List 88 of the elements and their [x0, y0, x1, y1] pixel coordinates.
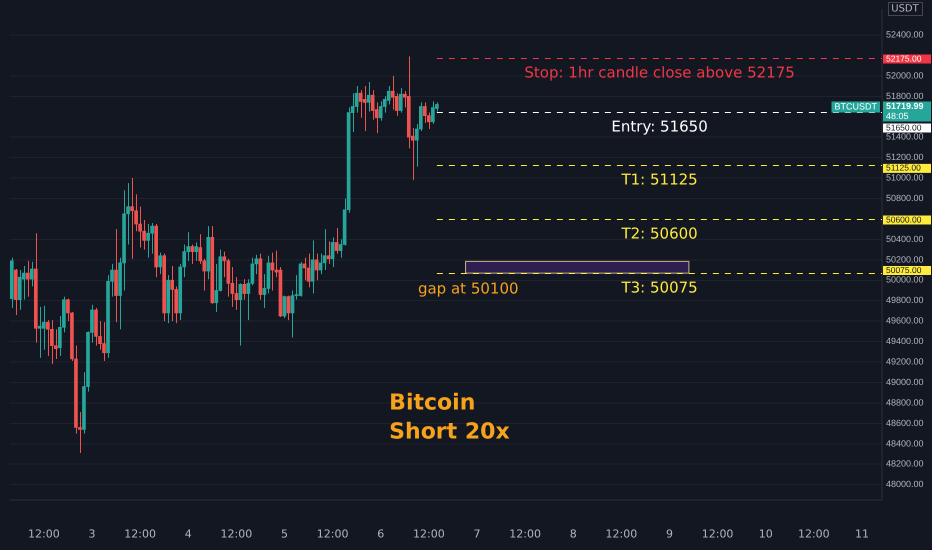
candlestick [370, 90, 375, 120]
x-tick-label: 12:00 [412, 527, 445, 540]
ref-line-label: T1: 51125 [620, 170, 698, 188]
candlestick [318, 253, 322, 275]
text: 52175.00 [886, 53, 922, 64]
y-tick-label: 48200.00 [886, 458, 924, 469]
candlestick [270, 252, 274, 291]
x-tick-label: 12:00 [316, 527, 348, 540]
x-tick-label: 12:00 [509, 527, 541, 540]
y-tick-label: 48600.00 [886, 418, 924, 428]
x-tick-label: 12:00 [798, 527, 830, 540]
y-tick-label: 48000.00 [886, 479, 924, 490]
ref-line-label: T2: 50600 [620, 224, 698, 242]
candlestick [150, 222, 154, 254]
candlestick [50, 320, 54, 365]
candlestick [398, 88, 403, 114]
candlestick [378, 100, 383, 122]
candlestick [146, 224, 150, 258]
x-tick-label: 6 [377, 527, 384, 540]
x-tick-label: 12:00 [124, 527, 156, 540]
candlestick [242, 278, 246, 300]
y-tick-label: 49600.00 [886, 316, 924, 326]
candlestick [431, 100, 435, 124]
y-tick-label: 52400.00 [886, 29, 924, 40]
candlestick [282, 295, 286, 319]
candlestick [314, 253, 318, 281]
candlestick [158, 252, 162, 275]
candlestick [358, 90, 362, 118]
candlestick [306, 253, 310, 288]
y-tick-label: 49800.00 [886, 295, 924, 306]
ref-line-label: Stop: 1hr candle close above 52175 [524, 63, 795, 82]
y-tick-label: 49200.00 [886, 356, 924, 367]
y-tick-label: 49000.00 [886, 376, 924, 387]
x-tick-label: 11 [854, 527, 869, 540]
text: 51719.99 [886, 100, 924, 111]
candlestick [423, 102, 427, 124]
candlestick [194, 242, 198, 262]
annotation: Bitcoin Short 20x [389, 390, 510, 445]
candlestick [102, 322, 106, 362]
y-tick-label: 51200.00 [886, 152, 924, 162]
y-tick-label: 51400.00 [886, 132, 924, 142]
y-tick-label: 52000.00 [886, 70, 924, 80]
y-tick-label: 50000.00 [886, 274, 924, 285]
text: 50600.00 [886, 214, 922, 224]
candlestick [286, 295, 290, 321]
candlestick [190, 244, 194, 264]
band-label: gap at 50100 [418, 279, 519, 298]
text: 50075.00 [886, 264, 922, 275]
y-axis-title: USDT [891, 4, 920, 15]
candlestick [18, 270, 22, 310]
y-tick-label: 50200.00 [886, 254, 924, 264]
x-tick-label: 9 [666, 527, 673, 540]
x-tick-label: 12:00 [605, 527, 638, 540]
candlestick [334, 228, 338, 254]
x-tick-label: 8 [570, 527, 577, 540]
y-tick-label: 49400.00 [886, 336, 924, 346]
y-tick-label: 50400.00 [886, 234, 924, 244]
y-tick-label: 51000.00 [886, 172, 924, 183]
x-tick-label: 7 [473, 527, 480, 540]
ref-line-label: T3: 50075 [620, 278, 698, 296]
x-tick-label: 12:00 [220, 527, 252, 540]
x-tick-label: 3 [88, 527, 96, 540]
candlestick [310, 240, 314, 294]
y-tick-label: 48800.00 [886, 397, 924, 408]
candlestick [26, 260, 30, 298]
candlestick [238, 282, 242, 346]
candlestick [390, 75, 395, 110]
y-tick-label: 50800.00 [886, 192, 924, 203]
x-tick-label: 12:00 [702, 527, 734, 540]
candlestick [170, 265, 174, 322]
annotation: BTCUSDT [834, 101, 878, 112]
ref-line-label: Entry: 51650 [611, 117, 708, 136]
candlestick [330, 236, 334, 268]
x-tick-label: 10 [758, 527, 773, 540]
y-tick-label: 48400.00 [886, 438, 924, 448]
text: 48:05 [886, 110, 909, 121]
candlestick [30, 261, 34, 287]
candlestick [130, 178, 134, 260]
candlestick [322, 228, 326, 271]
candlestick [302, 257, 306, 281]
candlestick [366, 81, 371, 112]
y-tick-label: 51800.00 [886, 90, 924, 101]
text: 51650.00 [886, 122, 922, 132]
x-tick-label: 5 [280, 527, 288, 540]
x-tick-label: 4 [184, 527, 192, 540]
candlestick [46, 320, 50, 356]
x-tick-label: 12:00 [28, 527, 60, 540]
text: 51125.00 [886, 162, 922, 173]
